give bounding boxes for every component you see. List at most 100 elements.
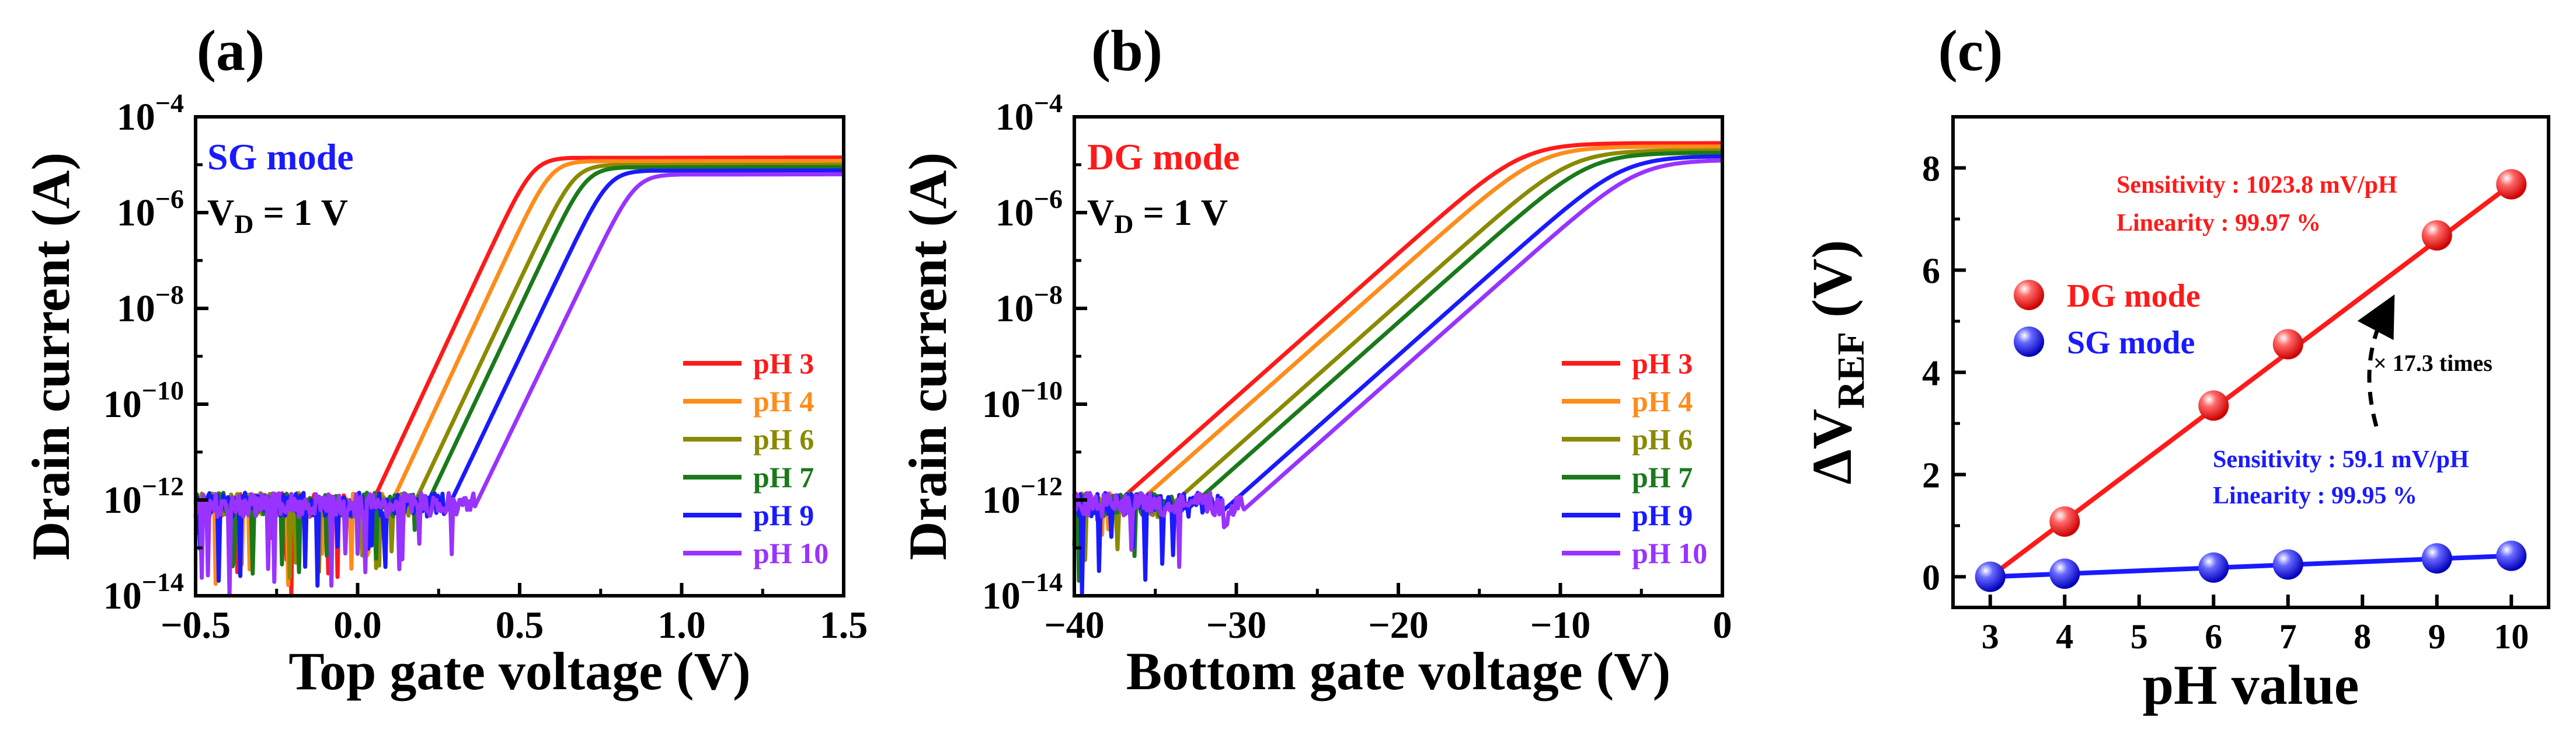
b-ytick-label: 10−14 (982, 567, 1063, 617)
panel-c-point-sg-mode (1975, 561, 2006, 592)
panel-c-point-dg-mode (2421, 220, 2452, 251)
panel-b-x-axis-label: Bottom gate voltage (V) (1126, 641, 1671, 701)
b-ytick-label: 10−6 (995, 184, 1063, 234)
a-ytick-label: 10−10 (103, 376, 184, 426)
b-ytick-label: 10−8 (995, 280, 1063, 330)
panel-c-ytick-label: 8 (1922, 150, 1940, 189)
panel-c-y-label-sub: REF (1830, 332, 1872, 409)
b-ytick-label: 10−4 (995, 88, 1063, 138)
b-curve-ph4 (1073, 144, 1723, 554)
a-ytick-label: 10−4 (117, 88, 184, 138)
panel-c-sg-linearity: Linearity : 99.95 % (2213, 482, 2417, 509)
a-ytick-label: 10−14 (103, 567, 184, 617)
panel-b-vd-label: VD = 1 V (1087, 192, 1228, 239)
panel-b-legend: pH 3 pH 4 pH 6 pH 7 pH 9 pH 10 (1562, 347, 1707, 569)
panel-c-x-axis-label: pH value (2143, 654, 2359, 716)
a-xtick-label: 0.0 (333, 604, 382, 647)
panel-c-y-label-main: ΔV (1801, 409, 1863, 485)
panel-c-point-sg-mode (2272, 549, 2303, 580)
b-xtick-label: 0 (1713, 604, 1732, 647)
panel-b-y-ticks: 10−14 10−12 10−10 10−8 10−6 10−4 (982, 88, 1087, 617)
b-xtick-label: −30 (1206, 604, 1267, 647)
panel-c-point-sg-mode (2496, 540, 2527, 571)
panel-a-vd-label: VD = 1 V (207, 192, 348, 239)
panel-b-x-ticks: −40 −30 −20 −10 0 (1044, 583, 1732, 647)
panel-c-marks (1975, 169, 2527, 592)
panel-c-point-sg-mode (2198, 552, 2229, 583)
panel-c-ytick-label: 6 (1922, 252, 1940, 291)
b-legend-label: pH 6 (1632, 423, 1693, 456)
b-legend-label: pH 9 (1632, 499, 1693, 531)
panel-b-y-axis-label: Drain current (A) (898, 152, 958, 560)
b-xtick-label: −10 (1530, 604, 1591, 647)
panel-c-legend-sg-label: SG mode (2067, 325, 2195, 361)
b-legend-label: pH 4 (1632, 385, 1693, 418)
a-xtick-label: 1.0 (657, 604, 706, 647)
panel-a-vd-sub: D (234, 209, 253, 239)
a-ytick-label: 10−6 (117, 184, 184, 234)
panel-c-point-sg-mode (2421, 543, 2452, 574)
panel-b-vd-sub: D (1114, 209, 1133, 239)
panel-label-c: (c) (1938, 18, 2003, 83)
panel-c-chart: 3 4 5 6 7 8 9 10 0 2 4 6 8 pH value ΔVREF (V) DG mo… (1801, 115, 2550, 716)
a-xtick-label: 1.5 (820, 604, 868, 647)
panel-c-xtick-label: 4 (2056, 617, 2073, 656)
a-ytick-label: 10−8 (117, 280, 184, 330)
panel-c-legend-sg-marker (2014, 326, 2044, 357)
panel-a-y-axis-label: Drain current (A) (21, 152, 81, 560)
panel-c-fit-line-dg-mode (1989, 182, 2513, 579)
panel-c-legend-dg-marker (2014, 280, 2044, 310)
b-ytick-label: 10−10 (982, 376, 1063, 426)
b-legend-label: pH 10 (1632, 537, 1707, 569)
panel-c-ytick-label: 2 (1922, 456, 1940, 496)
panel-c-point-dg-mode (2272, 329, 2303, 360)
a-xtick-label: −0.5 (161, 604, 231, 647)
panel-a-legend: pH 3 pH 4 pH 6 pH 7 pH 9 pH 10 (683, 347, 829, 569)
panel-c-x-ticks: 3 4 5 6 7 8 9 10 (1982, 595, 2529, 656)
b-legend-label: pH 3 (1632, 347, 1693, 380)
b-ytick-label: 10−12 (982, 471, 1063, 522)
panel-b-mode-label: DG mode (1087, 136, 1240, 178)
a-legend-label: pH 10 (753, 537, 829, 569)
b-xtick-label: −40 (1044, 604, 1105, 647)
panel-c-point-dg-mode (2049, 506, 2080, 537)
panel-c-sg-sensitivity: Sensitivity : 59.1 mV/pH (2213, 446, 2469, 473)
b-legend-label: pH 7 (1632, 461, 1693, 494)
panel-c-xtick-label: 9 (2428, 617, 2446, 656)
panel-c-point-sg-mode (2049, 558, 2080, 589)
panel-c-ytick-label: 0 (1922, 558, 1940, 598)
b-curve-ph3 (1072, 141, 1723, 523)
panel-c-frame (1951, 115, 2550, 609)
a-curve-ph9 (193, 168, 844, 588)
a-xtick-label: 0.5 (496, 604, 544, 647)
a-legend-label: pH 7 (753, 461, 814, 494)
panel-c-xtick-label: 3 (1982, 617, 1999, 656)
panel-a-curves (193, 155, 844, 598)
panel-b-chart: −40 −30 −20 −10 0 10−1410−1210−1010−810−610−… (898, 88, 1732, 701)
panel-c-dg-sensitivity: Sensitivity : 1023.8 mV/pH (2117, 172, 2397, 199)
panel-c-xtick-label: 10 (2494, 617, 2529, 656)
a-legend-label: pH 9 (753, 499, 814, 531)
panel-b-vd-suffix: = 1 V (1133, 192, 1228, 233)
panel-a-vd-suffix: = 1 V (253, 192, 348, 233)
panel-a-y-ticks: 10−14 10−12 10−10 10−8 10−6 10−4 (103, 88, 208, 617)
panel-c-xtick-label: 8 (2354, 617, 2371, 656)
panel-label-b: (b) (1091, 18, 1162, 83)
panel-c-y-axis-label: ΔVREF (V) (1801, 240, 1872, 485)
panel-c-y-label-suffix: (V) (1801, 240, 1863, 332)
panel-c-xtick-label: 6 (2205, 617, 2222, 656)
panel-label-a: (a) (197, 18, 265, 83)
panel-c-y-ticks: 0 2 4 6 8 (1922, 150, 1966, 598)
a-curve-ph10 (193, 172, 844, 598)
panel-a-vd-prefix: V (207, 192, 234, 233)
panel-a-chart: −0.5 0.0 0.5 1.0 1.5 10−14 10−12 10−10 10−8 10−6… (21, 88, 868, 701)
panel-a-x-axis-label: Top gate voltage (V) (288, 641, 750, 701)
panel-c-ratio-label: × 17.3 times (2373, 350, 2493, 376)
a-ytick-label: 10−12 (103, 471, 184, 522)
panel-a-x-ticks: −0.5 0.0 0.5 1.0 1.5 (161, 583, 868, 647)
panel-b-curves (1072, 141, 1723, 596)
panel-a-mode-label: SG mode (207, 136, 354, 178)
panel-c-point-dg-mode (2496, 169, 2527, 200)
panel-b-vd-prefix: V (1087, 192, 1114, 233)
